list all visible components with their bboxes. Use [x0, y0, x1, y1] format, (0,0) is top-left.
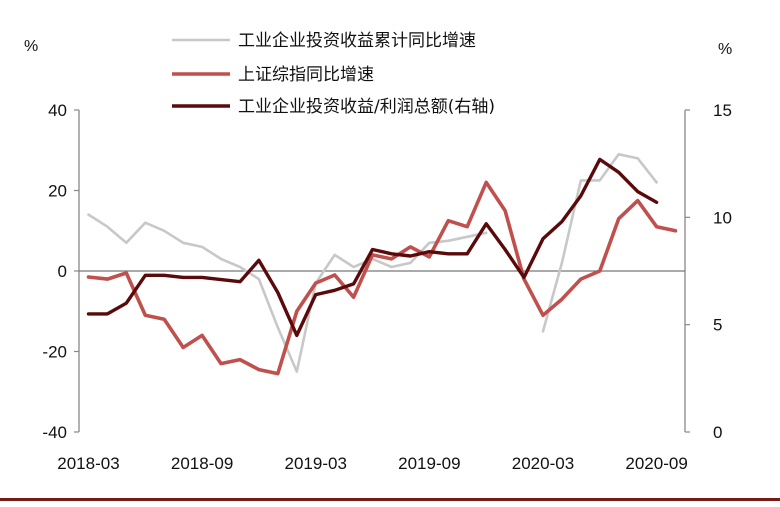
left-tick-label: 0 — [58, 262, 67, 281]
right-tick-label: 0 — [713, 423, 722, 442]
right-tick-label: 15 — [713, 101, 732, 120]
left-tick-label: -20 — [42, 343, 67, 362]
x-tick-label: 2018-09 — [171, 454, 233, 473]
bottom-rule — [0, 498, 780, 501]
x-tick-label: 2019-03 — [285, 454, 347, 473]
x-tick-label: 2020-03 — [512, 454, 574, 473]
x-tick-label: 2019-09 — [398, 454, 460, 473]
x-tick-label: 2020-09 — [625, 454, 687, 473]
right-tick-label: 10 — [713, 208, 732, 227]
legend-label-2: 上证综指同比增速 — [238, 65, 374, 85]
legend-label-1: 工业企业投资收益累计同比增速 — [238, 31, 476, 51]
right-tick-label: 5 — [713, 316, 722, 335]
right-axis-unit: % — [718, 41, 732, 58]
plot-lines — [86, 153, 678, 376]
left-tick-label: 20 — [48, 182, 67, 201]
series-line-3 — [86, 157, 659, 338]
x-tick-label: 2018-03 — [57, 454, 119, 473]
left-tick-label: 40 — [48, 101, 67, 120]
left-tick-label: -40 — [42, 423, 67, 442]
left-axis-unit: % — [24, 38, 38, 55]
axes: -40 -20 0 20 40 0 5 10 15 2018-03 2018-09 2019-03 20… — [42, 101, 732, 473]
series-line-2 — [86, 180, 678, 376]
series-line-1 — [87, 153, 658, 373]
legend-label-3: 工业企业投资收益/利润总额(右轴) — [238, 97, 495, 117]
